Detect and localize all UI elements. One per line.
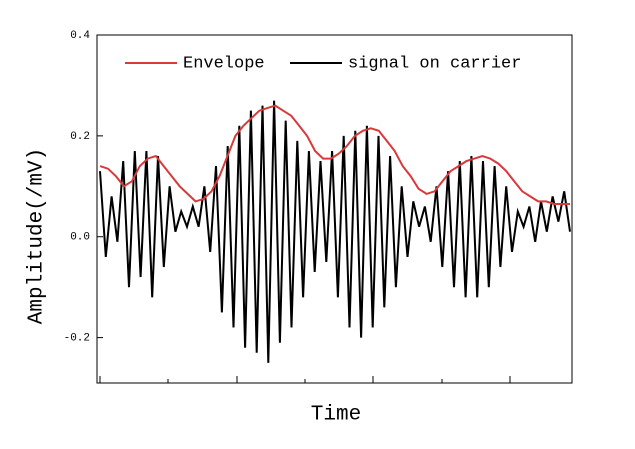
x-ticks [99, 376, 511, 383]
y-tick-label: 0.0 [70, 232, 90, 244]
series-line [99, 100, 571, 363]
y-tick-label: 0.4 [70, 30, 90, 42]
series-line [99, 104, 570, 205]
y-axis-label: Amplitude(/mV) [26, 148, 49, 324]
plot-frame [96, 34, 573, 384]
legend-label: signal on carrier [348, 54, 521, 73]
x-axis-label: Time [311, 404, 361, 427]
y-tick-label: 0.2 [70, 131, 90, 143]
y-tick-label: -0.2 [64, 333, 90, 345]
legend-label: Envelope [183, 54, 265, 73]
